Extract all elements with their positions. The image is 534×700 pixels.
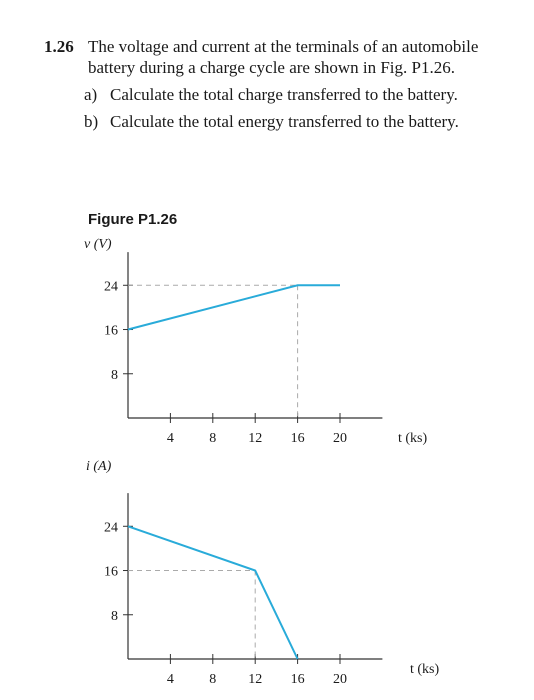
problem: 1.26 The voltage and current at the term… [44,36,504,132]
chart1-x-tick-label-8: 8 [209,431,216,446]
part-a: a) Calculate the total charge transferre… [84,84,504,105]
chart1-series-line [127,284,340,331]
chart1-y-tick-label-8: 8 [111,368,118,383]
part-b: b) Calculate the total energy transferre… [84,111,504,132]
chart2-series-line [127,525,299,660]
chart1-x-tick-label-20: 20 [333,431,347,446]
chart1-y-tick-label-16: 16 [104,324,118,339]
chart2-x-axis-label: t (ks) [410,662,440,677]
chart1-x-tick-label-16: 16 [291,431,305,446]
chart1-x-tick-label-12: 12 [248,431,262,446]
part-a-label: a) [84,85,98,104]
chart2-x-tick-label-16: 16 [291,672,305,687]
chart2-x-tick-label-8: 8 [209,672,216,687]
chart2-x-tick-label-4: 4 [167,672,174,687]
chart2-y-tick-label-8: 8 [111,609,118,624]
part-b-label: b) [84,112,99,131]
part-a-text: Calculate the total charge transferred t… [110,85,458,104]
chart2-x-tick-label-12: 12 [248,672,262,687]
chart2-y-tick-label-16: 16 [104,565,118,580]
chart2-y-tick-label-24: 24 [104,520,118,535]
problem-number: 1.26 [44,37,74,56]
chart2-x-tick-label-20: 20 [333,672,347,687]
chart1-y-tick-label-24: 24 [104,279,118,294]
chart2-y-axis-label: i (A) [86,459,112,474]
problem-statement: The voltage and current at the terminals… [88,37,479,77]
chart1-x-tick-label-4: 4 [167,431,174,446]
chart1-x-axis-label: t (ks) [398,431,428,446]
part-b-text: Calculate the total energy transferred t… [110,112,459,131]
chart1-y-axis-label: v (V) [84,237,112,252]
figure-title: Figure P1.26 [88,211,178,228]
